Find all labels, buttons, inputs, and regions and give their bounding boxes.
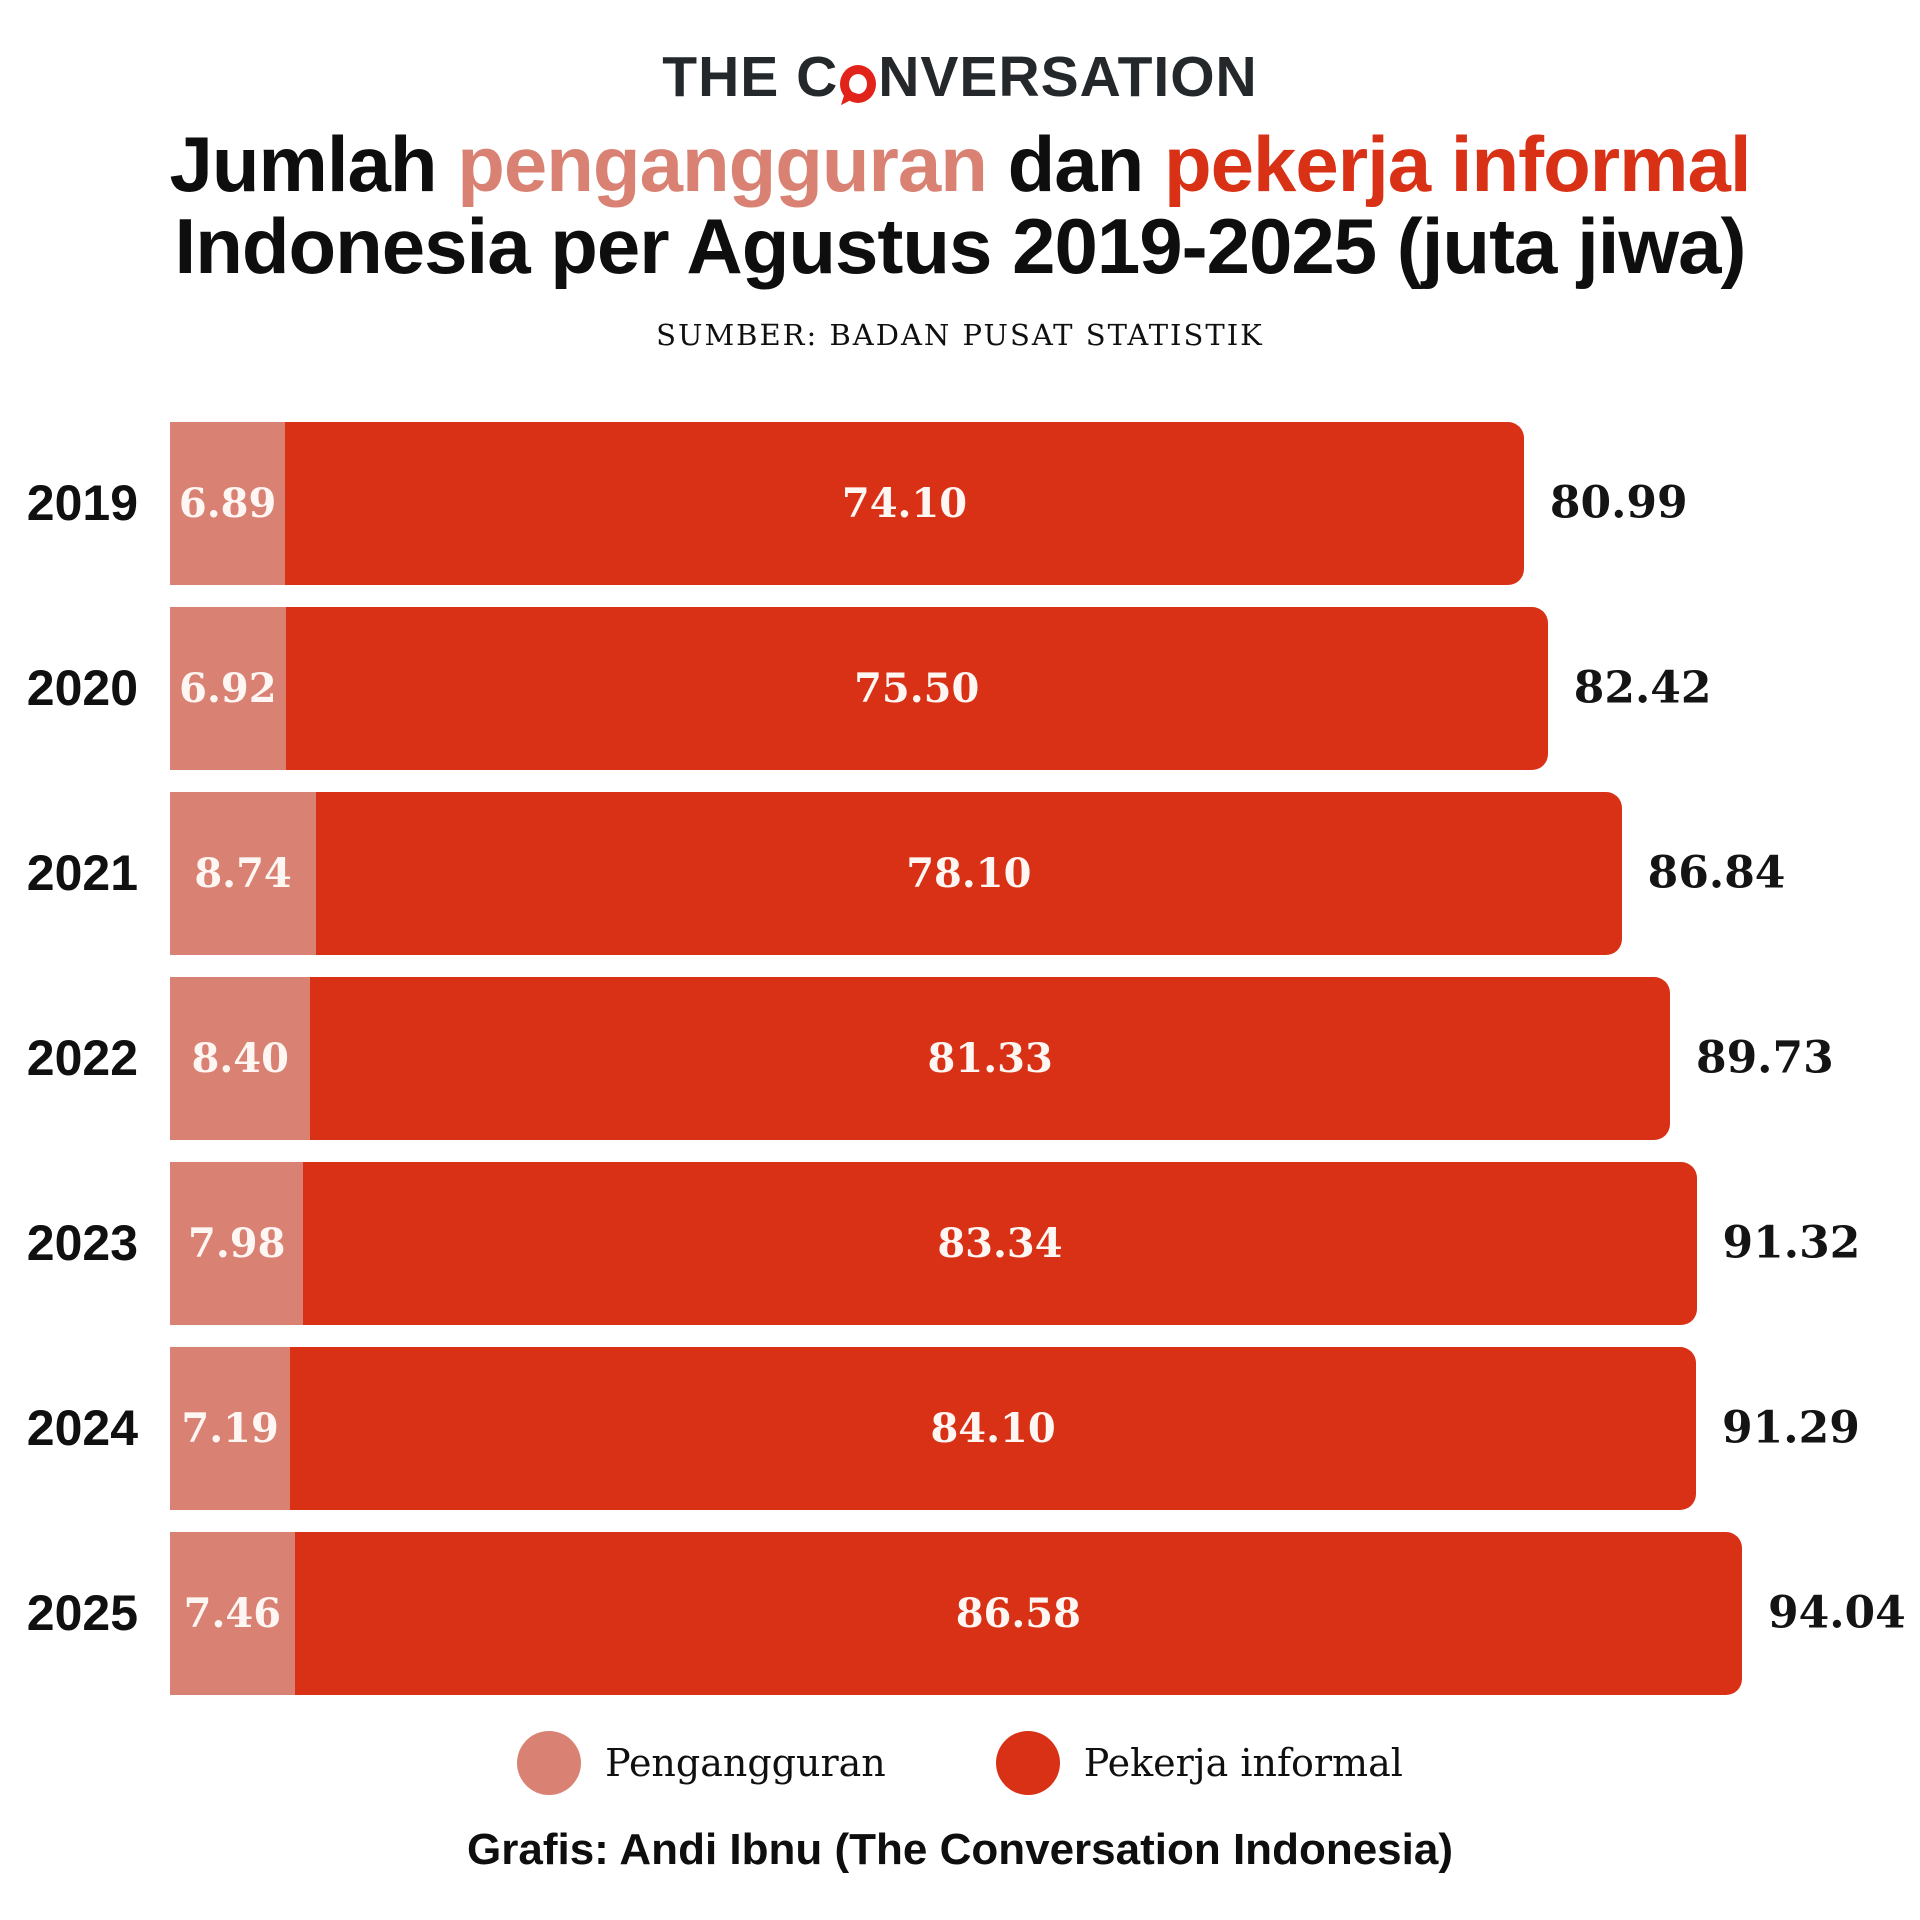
speech-bubble-tail-icon xyxy=(841,89,862,111)
stacked-bar-chart: 2019 6.89 74.10 80.99 2020 6.92 75.50 xyxy=(0,421,1920,1695)
value-pekerja-informal: 83.34 xyxy=(937,1219,1063,1267)
title-part-black-2: dan xyxy=(986,120,1164,208)
total-label: 94.04 xyxy=(1768,1587,1906,1639)
stacked-bar: 7.46 86.58 94.04 xyxy=(170,1531,1906,1695)
bar-area: 7.98 83.34 91.32 xyxy=(170,1161,1860,1325)
title-part-pekerja-informal: pekerja informal xyxy=(1163,120,1752,208)
legend: Pengangguran Pekerja informal xyxy=(0,1730,1920,1795)
segment-pengangguran: 7.19 xyxy=(170,1346,291,1510)
segment-pengangguran: 8.74 xyxy=(170,791,317,955)
value-pengangguran: 7.46 xyxy=(183,1589,282,1637)
chart-row: 2021 8.74 78.10 86.84 xyxy=(0,791,1920,955)
stacked-bar: 8.74 78.10 86.84 xyxy=(170,791,1785,955)
value-pengangguran: 8.74 xyxy=(194,849,292,897)
segment-pengangguran: 6.92 xyxy=(170,606,286,770)
stacked-bar: 6.92 75.50 82.42 xyxy=(170,606,1712,770)
total-label: 89.73 xyxy=(1695,1032,1834,1084)
year-label: 2022 xyxy=(26,1030,138,1087)
value-pekerja-informal: 75.50 xyxy=(854,664,980,712)
segment-pekerja-informal: 74.10 xyxy=(285,421,1524,585)
value-pekerja-informal: 81.33 xyxy=(927,1034,1053,1082)
total-label: 82.42 xyxy=(1573,662,1712,714)
legend-item-pengangguran: Pengangguran xyxy=(517,1730,886,1795)
total-label: 91.29 xyxy=(1722,1402,1860,1454)
segment-pekerja-informal: 78.10 xyxy=(316,791,1622,955)
chart-row: 2025 7.46 86.58 94.04 xyxy=(0,1531,1920,1695)
segment-pekerja-informal: 81.33 xyxy=(310,976,1670,1140)
bar-area: 6.89 74.10 80.99 xyxy=(170,421,1742,585)
stacked-bar: 6.89 74.10 80.99 xyxy=(170,421,1688,585)
segment-pekerja-informal: 86.58 xyxy=(294,1531,1742,1695)
logo-text-right: NVERSATION xyxy=(878,45,1258,109)
bar-area: 8.40 81.33 89.73 xyxy=(170,976,1834,1140)
stacked-bar: 8.40 81.33 89.73 xyxy=(170,976,1834,1140)
pengangguran-swatch-icon xyxy=(517,1730,582,1795)
bar-area: 8.74 78.10 86.84 xyxy=(170,791,1785,955)
logo-text-left: THE C xyxy=(662,45,839,109)
year-label: 2023 xyxy=(26,1215,138,1272)
value-pengangguran: 6.89 xyxy=(178,479,277,527)
legend-label-pengangguran: Pengangguran xyxy=(605,1740,886,1785)
value-pekerja-informal: 78.10 xyxy=(906,849,1032,897)
value-pengangguran: 6.92 xyxy=(179,664,277,712)
segment-pekerja-informal: 75.50 xyxy=(285,606,1548,770)
stacked-bar: 7.19 84.10 91.29 xyxy=(170,1346,1860,1510)
chart-row: 2024 7.19 84.10 91.29 xyxy=(0,1346,1920,1510)
title-line-2: Indonesia per Agustus 2019-2025 (juta ji… xyxy=(174,201,1747,290)
segment-pengangguran: 7.98 xyxy=(170,1161,304,1325)
logo-speech-bubble-o-icon xyxy=(840,65,877,111)
logo: THE C NVERSATION xyxy=(0,0,1920,111)
segment-pekerja-informal: 84.10 xyxy=(290,1346,1697,1510)
pekerja-informal-swatch-icon xyxy=(995,1730,1060,1795)
total-label: 86.84 xyxy=(1647,847,1786,899)
title-part-black-1: Jumlah xyxy=(169,120,458,208)
year-label: 2024 xyxy=(26,1400,138,1457)
segment-pekerja-informal: 83.34 xyxy=(303,1161,1697,1325)
chart-row: 2022 8.40 81.33 89.73 xyxy=(0,976,1920,1140)
bar-area: 7.46 86.58 94.04 xyxy=(170,1531,1906,1695)
value-pekerja-informal: 74.10 xyxy=(841,479,968,527)
total-label: 91.32 xyxy=(1722,1217,1861,1269)
segment-pengangguran: 7.46 xyxy=(170,1531,295,1695)
chart-row: 2020 6.92 75.50 82.42 xyxy=(0,606,1920,770)
segment-pengangguran: 8.40 xyxy=(170,976,311,1140)
credit-line: Grafis: Andi Ibnu (The Conversation Indo… xyxy=(467,1824,1453,1874)
value-pengangguran: 7.19 xyxy=(181,1404,279,1452)
year-label: 2019 xyxy=(26,475,138,532)
value-pengangguran: 8.40 xyxy=(191,1034,289,1082)
year-label: 2020 xyxy=(26,660,138,717)
source-label: SUMBER: BADAN PUSAT STATISTIK xyxy=(656,317,1264,352)
total-label: 80.99 xyxy=(1549,477,1688,529)
value-pengangguran: 7.98 xyxy=(187,1219,286,1267)
segment-pengangguran: 6.89 xyxy=(170,421,286,585)
legend-item-pekerja-informal: Pekerja informal xyxy=(995,1730,1403,1795)
legend-label-pekerja-informal: Pekerja informal xyxy=(1083,1740,1403,1785)
chart-row: 2023 7.98 83.34 91.32 xyxy=(0,1161,1920,1325)
bar-area: 6.92 75.50 82.42 xyxy=(170,606,1742,770)
value-pekerja-informal: 84.10 xyxy=(930,1404,1056,1452)
bar-area: 7.19 84.10 91.29 xyxy=(170,1346,1860,1510)
page-title: Jumlah pengangguran dan pekerja informal… xyxy=(40,123,1880,290)
infographic: THE C NVERSATION Jumlah pengangguran dan … xyxy=(0,0,1920,1874)
year-label: 2021 xyxy=(26,845,138,902)
value-pekerja-informal: 86.58 xyxy=(955,1589,1081,1637)
title-part-pengangguran: pengangguran xyxy=(457,120,988,208)
year-label: 2025 xyxy=(26,1585,138,1642)
stacked-bar: 7.98 83.34 91.32 xyxy=(170,1161,1860,1325)
chart-rows: 2019 6.89 74.10 80.99 2020 6.92 75.50 xyxy=(0,421,1920,1695)
chart-row: 2019 6.89 74.10 80.99 xyxy=(0,421,1920,585)
